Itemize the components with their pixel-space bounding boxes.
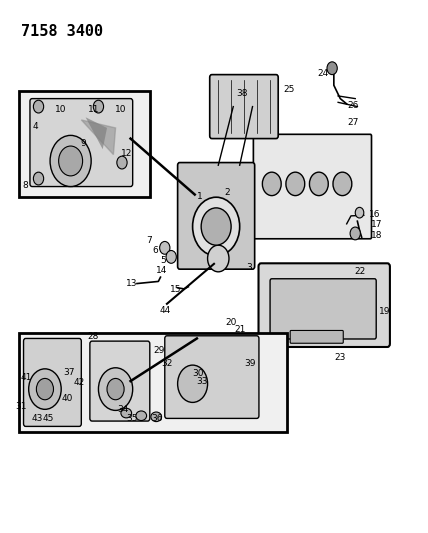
Text: 40: 40 — [62, 394, 73, 403]
Ellipse shape — [121, 408, 131, 418]
FancyBboxPatch shape — [165, 336, 259, 418]
Text: 25: 25 — [283, 85, 294, 94]
FancyBboxPatch shape — [178, 163, 255, 269]
Circle shape — [355, 207, 364, 218]
Text: 18: 18 — [371, 231, 382, 240]
Text: 22: 22 — [354, 268, 365, 276]
Text: 35: 35 — [126, 414, 137, 423]
Text: 27: 27 — [348, 118, 359, 127]
Text: 43: 43 — [32, 414, 43, 423]
Circle shape — [166, 251, 176, 263]
Text: 28: 28 — [88, 333, 99, 341]
Circle shape — [36, 378, 54, 400]
Text: 32: 32 — [161, 359, 172, 368]
Text: 10: 10 — [115, 105, 126, 114]
Text: 7: 7 — [146, 237, 152, 245]
Circle shape — [350, 227, 360, 240]
Text: 13: 13 — [126, 279, 137, 288]
Text: 19: 19 — [379, 308, 390, 316]
Circle shape — [33, 100, 44, 113]
Circle shape — [107, 378, 124, 400]
Text: 8: 8 — [22, 181, 28, 190]
Bar — [19, 91, 150, 197]
Text: 45: 45 — [42, 414, 54, 423]
Text: 10: 10 — [55, 105, 66, 114]
Circle shape — [201, 208, 231, 245]
Text: 39: 39 — [245, 359, 256, 368]
Ellipse shape — [136, 411, 146, 421]
Circle shape — [208, 245, 229, 272]
Text: 11: 11 — [88, 105, 99, 114]
Text: 26: 26 — [348, 101, 359, 110]
FancyBboxPatch shape — [253, 134, 372, 239]
FancyBboxPatch shape — [90, 341, 150, 421]
Text: 42: 42 — [74, 378, 85, 387]
Text: 16: 16 — [369, 210, 380, 219]
FancyBboxPatch shape — [210, 75, 278, 139]
Text: 3: 3 — [246, 263, 252, 272]
Bar — [19, 333, 287, 432]
Text: 20: 20 — [226, 318, 237, 327]
Text: 4: 4 — [32, 123, 38, 131]
Text: 9: 9 — [80, 140, 86, 148]
Text: 21: 21 — [235, 325, 246, 334]
Text: 41: 41 — [21, 373, 32, 382]
Text: 5: 5 — [160, 256, 166, 264]
Text: 31: 31 — [15, 402, 26, 410]
Text: 23: 23 — [335, 353, 346, 361]
Circle shape — [309, 172, 328, 196]
Circle shape — [193, 197, 240, 256]
Text: 30: 30 — [192, 369, 203, 377]
Circle shape — [29, 369, 61, 409]
Circle shape — [333, 172, 352, 196]
FancyBboxPatch shape — [270, 279, 376, 339]
FancyBboxPatch shape — [290, 330, 343, 343]
Text: 33: 33 — [196, 377, 208, 385]
FancyBboxPatch shape — [259, 263, 390, 347]
Text: 36: 36 — [152, 414, 163, 423]
Text: 37: 37 — [64, 368, 75, 376]
Circle shape — [327, 62, 337, 75]
Circle shape — [33, 172, 44, 185]
Text: 7158 3400: 7158 3400 — [21, 24, 104, 39]
Circle shape — [50, 135, 91, 187]
Circle shape — [178, 365, 208, 402]
Text: 44: 44 — [159, 306, 170, 314]
Circle shape — [117, 156, 127, 169]
Text: 2: 2 — [224, 189, 230, 197]
Text: 15: 15 — [170, 286, 181, 294]
Text: 12: 12 — [121, 149, 132, 158]
Text: 1: 1 — [197, 192, 203, 200]
Polygon shape — [81, 120, 116, 155]
Text: 29: 29 — [154, 346, 165, 355]
Text: 24: 24 — [318, 69, 329, 78]
Circle shape — [160, 241, 170, 254]
Text: 6: 6 — [152, 246, 158, 255]
Text: 14: 14 — [156, 266, 167, 275]
Circle shape — [93, 100, 104, 113]
FancyBboxPatch shape — [24, 338, 81, 426]
Circle shape — [286, 172, 305, 196]
Text: 34: 34 — [118, 405, 129, 414]
FancyBboxPatch shape — [30, 99, 133, 187]
Circle shape — [262, 172, 281, 196]
Ellipse shape — [151, 412, 161, 422]
Text: 17: 17 — [371, 221, 382, 229]
Circle shape — [98, 368, 133, 410]
Text: 38: 38 — [236, 89, 247, 98]
Circle shape — [59, 146, 83, 176]
Polygon shape — [86, 117, 107, 149]
